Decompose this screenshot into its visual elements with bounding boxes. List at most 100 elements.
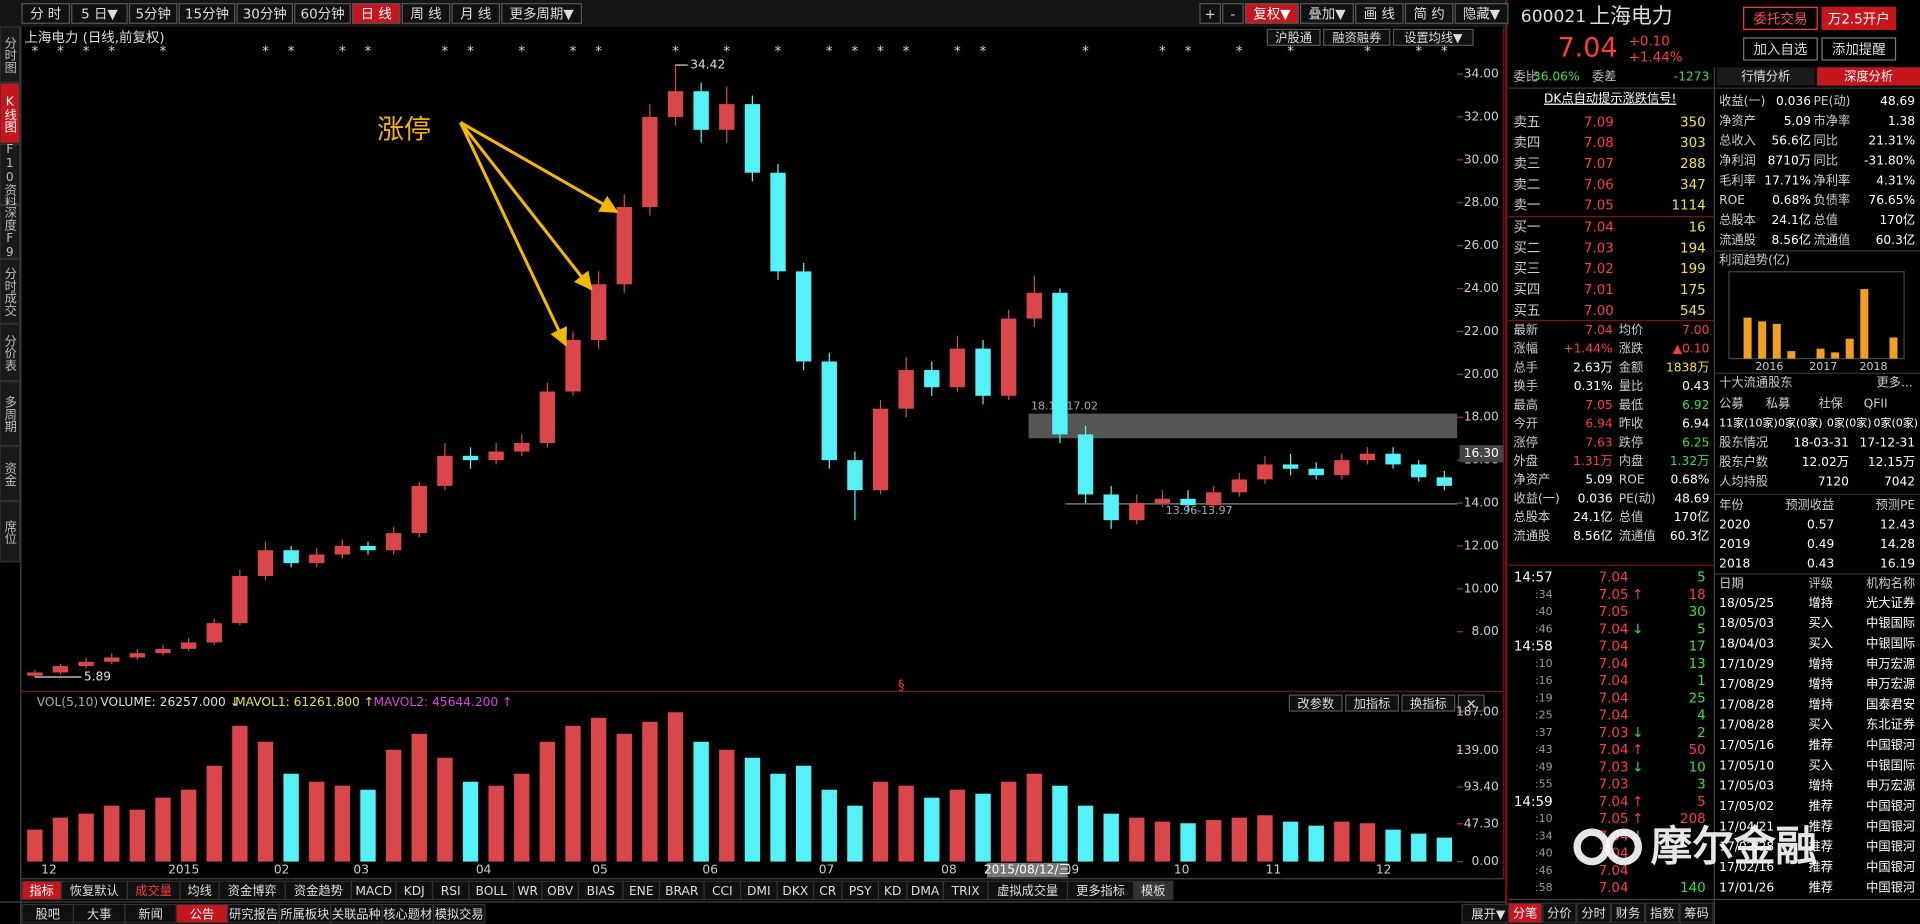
side-tab-label[interactable]: F10资料 (3, 142, 17, 208)
button-label[interactable]: 核心题材 (383, 907, 432, 921)
side-tab-label[interactable]: K线图 (3, 95, 17, 133)
button[interactable] (432, 903, 486, 924)
tab-label[interactable]: 深度分析 (1844, 69, 1893, 84)
side-tab-label[interactable]: 分价表 (3, 334, 17, 371)
button-label[interactable]: 改参数 (1297, 696, 1334, 711)
button-label[interactable]: 关联品种 (332, 907, 381, 921)
button-label[interactable]: 筹码 (1684, 907, 1708, 921)
button-label[interactable]: KD (884, 884, 901, 898)
button-label[interactable]: 加入自选 (1753, 42, 1807, 58)
side-tab-label[interactable]: 深度F9 (3, 206, 17, 259)
button[interactable] (21, 3, 70, 24)
button[interactable] (1199, 3, 1221, 24)
button-label[interactable]: 更多周期▼ (509, 6, 574, 23)
button-label[interactable]: 指标 (29, 883, 53, 898)
button-label[interactable]: 画 线 (1364, 7, 1395, 23)
button-label[interactable]: 复权▼ (1253, 6, 1291, 23)
button-label[interactable]: 均线 (187, 884, 211, 898)
side-tab[interactable] (0, 82, 21, 144)
button-label[interactable]: 研究报告 (229, 906, 278, 921)
tab[interactable] (1817, 67, 1920, 86)
button-label[interactable]: 融资融券 (1332, 30, 1381, 45)
button-label[interactable]: 成交量 (135, 883, 172, 898)
button[interactable] (1323, 28, 1391, 46)
button-label[interactable]: 分时 (1581, 907, 1605, 921)
button[interactable] (1542, 902, 1577, 924)
button[interactable] (1288, 694, 1343, 712)
button[interactable] (1300, 3, 1354, 24)
button-label[interactable]: + (1205, 8, 1216, 23)
side-tab-label[interactable]: 分时图 (3, 36, 17, 73)
button[interactable] (1457, 694, 1485, 712)
button-label[interactable]: 资金博弈 (228, 883, 277, 898)
button[interactable] (501, 3, 582, 24)
button-label[interactable]: 15分钟 (185, 6, 229, 23)
side-tab-label[interactable]: 资金 (3, 462, 17, 487)
side-tab-label[interactable]: 分时成交 (3, 267, 17, 317)
button-label[interactable]: 5 日▼ (81, 8, 118, 23)
button-label[interactable]: 所属板块 (280, 907, 329, 921)
button[interactable] (352, 3, 401, 24)
button[interactable] (178, 3, 236, 24)
button-label[interactable]: MACD (355, 884, 392, 898)
button[interactable] (1222, 3, 1244, 24)
signal-link[interactable]: DK点自动提示涨跌信号! (1544, 91, 1677, 106)
button-label[interactable]: 分 时 (30, 7, 61, 23)
button[interactable] (1645, 902, 1680, 924)
button[interactable] (1392, 28, 1474, 46)
button-label[interactable]: 虚拟成交量 (997, 883, 1058, 898)
button[interactable] (236, 3, 294, 24)
button[interactable] (128, 3, 178, 24)
button[interactable] (1401, 694, 1456, 712)
tab[interactable] (1716, 67, 1815, 86)
button[interactable] (1610, 902, 1646, 924)
button-label[interactable]: 换指标 (1410, 696, 1447, 711)
side-tab-label[interactable]: 多周期 (3, 396, 17, 433)
button-label[interactable]: 沪股通 (1275, 31, 1312, 45)
button-label[interactable]: 隐藏▼ (1463, 7, 1501, 23)
button-label[interactable]: PSY (849, 884, 872, 898)
side-tab[interactable] (0, 446, 21, 502)
button-label[interactable]: WR (517, 884, 538, 898)
button-label[interactable]: CR (819, 884, 837, 898)
more-link[interactable]: 更多... (1877, 376, 1913, 390)
button-label[interactable]: ENE (629, 884, 654, 898)
button[interactable] (1454, 3, 1509, 24)
side-tab[interactable] (0, 323, 21, 382)
button[interactable] (451, 3, 500, 24)
side-tab-label[interactable]: 席位 (3, 519, 17, 545)
button-label[interactable]: 叠加▼ (1308, 7, 1346, 23)
side-tab[interactable] (0, 26, 21, 83)
button-label[interactable]: 添加提醒 (1832, 42, 1886, 58)
button[interactable] (1743, 6, 1818, 30)
button-label[interactable]: 月 线 (460, 7, 491, 23)
button-label[interactable]: 万2.5开户 (1828, 11, 1890, 28)
button-label[interactable]: 模板 (1141, 884, 1165, 898)
button[interactable] (1345, 694, 1399, 712)
button-label[interactable]: 公告 (190, 907, 214, 921)
button[interactable] (294, 3, 351, 24)
button-label[interactable]: RSI (441, 884, 461, 898)
button-label[interactable]: BOLL (476, 884, 508, 898)
side-tab[interactable] (0, 381, 21, 447)
button-label[interactable]: 财务 (1616, 906, 1640, 921)
button-label[interactable]: 展开▼ (1471, 907, 1505, 921)
button[interactable] (71, 3, 128, 24)
button-label[interactable]: 资金趋势 (294, 883, 343, 898)
button-label[interactable]: 60分钟 (301, 6, 345, 23)
button[interactable] (1355, 3, 1404, 24)
button-label[interactable]: 恢复默认 (70, 883, 119, 898)
button-label[interactable]: 日 线 (361, 7, 392, 23)
button-label[interactable]: 大事 (87, 907, 111, 921)
side-tab[interactable] (0, 501, 21, 563)
side-tab[interactable] (0, 204, 21, 259)
button-label[interactable]: DMA (911, 884, 940, 898)
button[interactable] (1821, 37, 1897, 61)
tab-label[interactable]: 行情分析 (1741, 70, 1790, 84)
button-label[interactable]: BIAS (587, 884, 615, 898)
button-label[interactable]: 股吧 (36, 907, 60, 921)
button[interactable] (401, 3, 451, 24)
button[interactable] (1821, 6, 1897, 30)
button-label[interactable]: 简 约 (1414, 6, 1445, 23)
button-label[interactable]: 指数 (1650, 906, 1674, 921)
